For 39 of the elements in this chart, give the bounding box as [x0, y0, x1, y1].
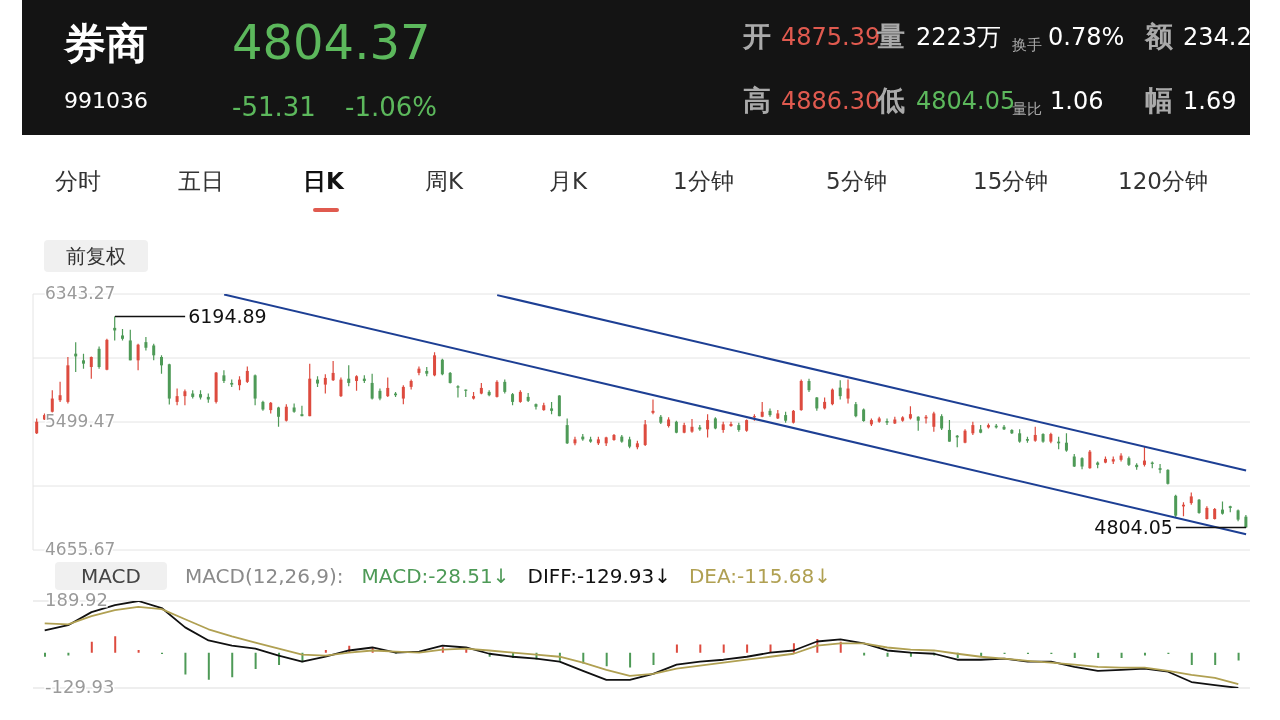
text: 1.06	[1050, 87, 1104, 116]
text: 前复权	[44, 240, 148, 272]
y-tick-label: 5499.47	[45, 411, 116, 431]
text: DEA:-115.68↓	[688, 563, 832, 588]
text: 月K	[549, 168, 588, 196]
text: 幅	[1145, 84, 1173, 118]
text: 234.2	[1183, 23, 1252, 52]
annotation: 6194.89	[188, 305, 267, 328]
text: 1.69	[1183, 87, 1237, 116]
text: 开	[743, 20, 771, 54]
text: 五日	[178, 168, 224, 196]
text: MACD(12,26,9):	[184, 563, 344, 588]
text: 额	[1145, 20, 1173, 54]
text: 1分钟	[673, 168, 734, 196]
text: 券商	[64, 18, 148, 70]
chart-title: MACD	[55, 561, 167, 590]
y-tick-label: -129.93	[45, 676, 115, 697]
text: 日K	[303, 168, 344, 196]
text: -1.06%	[345, 92, 437, 124]
text: -51.31	[232, 92, 316, 124]
text: 分时	[55, 168, 101, 196]
text: 120分钟	[1118, 168, 1208, 196]
text: MACD:-28.51↓	[361, 563, 510, 588]
text: 2223万	[916, 23, 1002, 52]
text: 量	[877, 20, 905, 54]
text: 15分钟	[973, 168, 1049, 196]
text: 4804.37	[232, 14, 431, 72]
text: DIFF:-129.93↓	[527, 563, 671, 588]
text: 高	[743, 84, 771, 118]
y-tick-label: 6343.27	[45, 283, 116, 303]
text: 换手	[1012, 36, 1042, 54]
annotation: 4804.05	[1094, 516, 1173, 539]
y-tick-label: 189.92	[45, 589, 108, 610]
text: 5分钟	[826, 168, 887, 196]
text: 991036	[64, 88, 148, 113]
text: 0.78%	[1048, 23, 1125, 52]
y-tick-label: 4655.67	[45, 539, 116, 559]
text: 周K	[425, 168, 464, 196]
text: 低	[877, 84, 905, 118]
